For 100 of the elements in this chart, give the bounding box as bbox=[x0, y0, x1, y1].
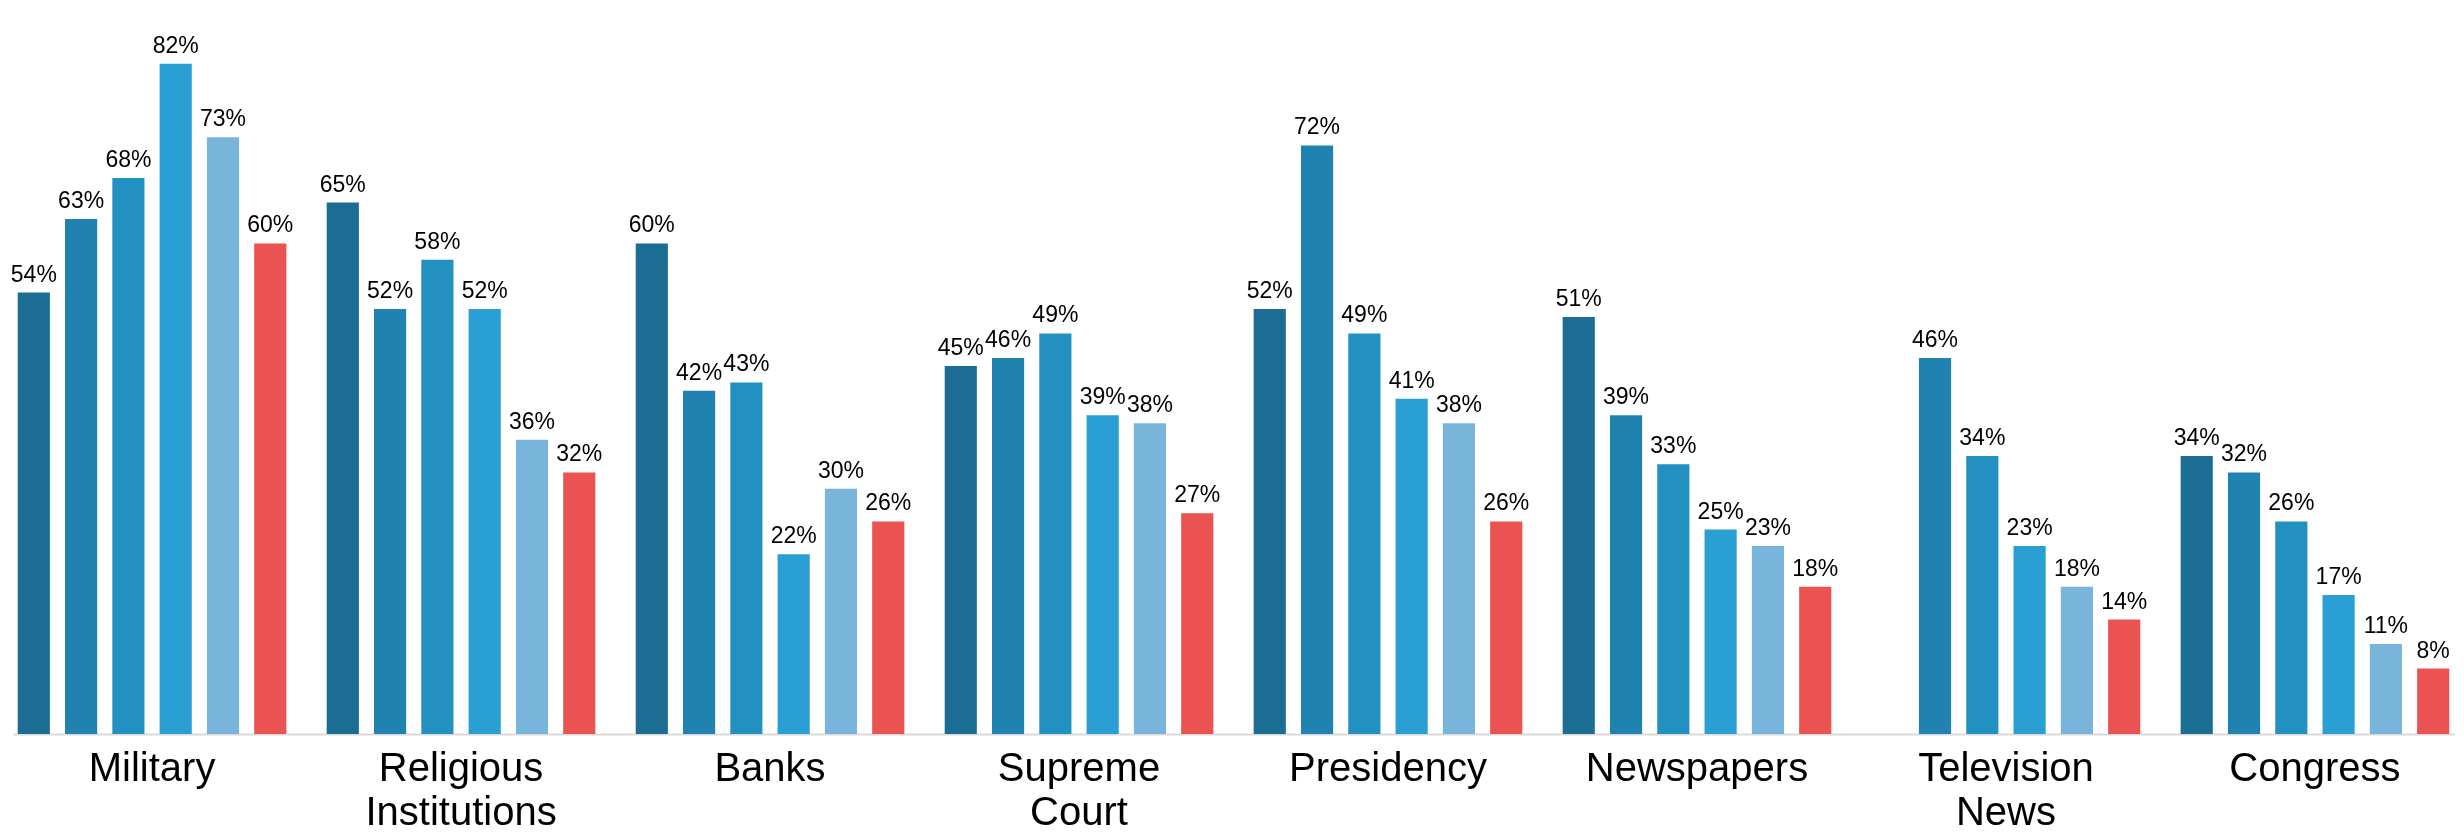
bar bbox=[1133, 423, 1167, 734]
bar bbox=[1181, 513, 1214, 734]
data-label: 18% bbox=[1792, 554, 1839, 581]
bar bbox=[2180, 456, 2213, 734]
data-label: 30% bbox=[817, 456, 864, 483]
data-label: 26% bbox=[1483, 489, 1530, 516]
data-label: 39% bbox=[1079, 383, 1126, 410]
data-label: 22% bbox=[770, 522, 817, 549]
data-label: 34% bbox=[2173, 424, 2220, 451]
bar bbox=[254, 243, 287, 734]
bar bbox=[683, 390, 716, 734]
data-label: 18% bbox=[2053, 554, 2100, 581]
bar bbox=[1966, 456, 1999, 734]
bar bbox=[2322, 595, 2355, 734]
x-tick-label: Banks bbox=[714, 744, 826, 789]
bar bbox=[1039, 333, 1072, 734]
data-label: 54% bbox=[10, 260, 57, 287]
bar bbox=[2275, 521, 2308, 734]
bar bbox=[1348, 333, 1381, 734]
data-label: 27% bbox=[1174, 481, 1221, 508]
bar bbox=[730, 382, 763, 734]
bar bbox=[1442, 423, 1476, 734]
data-label: 51% bbox=[1555, 285, 1602, 312]
data-label: 60% bbox=[628, 211, 675, 238]
x-tick-label: Television News bbox=[1918, 744, 2094, 833]
data-label: 34% bbox=[1959, 424, 2006, 451]
data-label: 72% bbox=[1294, 113, 1341, 140]
bar bbox=[374, 308, 407, 734]
bar bbox=[2060, 586, 2093, 734]
data-label: 25% bbox=[1697, 497, 1744, 524]
bar bbox=[563, 472, 596, 734]
bar bbox=[2369, 644, 2402, 734]
data-label: 45% bbox=[937, 334, 984, 361]
data-label: 36% bbox=[508, 407, 555, 434]
x-tick-label: Newspapers bbox=[1585, 744, 1809, 789]
bar bbox=[1562, 317, 1595, 734]
data-label: 58% bbox=[414, 227, 461, 254]
bar bbox=[421, 259, 454, 734]
bar bbox=[1300, 145, 1334, 734]
data-label: 46% bbox=[985, 325, 1032, 352]
data-label: 11% bbox=[2363, 612, 2409, 639]
bar bbox=[991, 357, 1025, 734]
data-label: 33% bbox=[1650, 432, 1697, 459]
bar bbox=[824, 488, 858, 734]
bar bbox=[872, 521, 905, 734]
bar bbox=[2108, 619, 2141, 734]
bar bbox=[1704, 529, 1737, 734]
bar bbox=[1395, 398, 1428, 734]
bar bbox=[1918, 357, 1952, 734]
data-label: 23% bbox=[1744, 513, 1791, 540]
x-tick-label: Presidency bbox=[1289, 744, 1487, 789]
bar bbox=[515, 439, 549, 734]
data-label: 38% bbox=[1126, 391, 1173, 418]
data-label: 65% bbox=[319, 170, 366, 197]
bar bbox=[944, 366, 977, 734]
x-tick-label: Religious Institutions bbox=[365, 744, 557, 833]
data-label: 43% bbox=[723, 350, 770, 377]
bar bbox=[1799, 586, 1832, 734]
data-label: 26% bbox=[865, 489, 912, 516]
bar bbox=[17, 292, 50, 734]
data-label: 38% bbox=[1435, 391, 1482, 418]
data-label: 26% bbox=[2268, 489, 2315, 516]
data-label: 63% bbox=[58, 186, 105, 213]
bar bbox=[326, 202, 359, 734]
bar bbox=[159, 63, 192, 734]
data-label: 73% bbox=[199, 105, 247, 132]
data-label: 8% bbox=[2416, 636, 2450, 663]
x-tick-label: Military bbox=[88, 744, 216, 789]
data-label: 32% bbox=[556, 440, 603, 467]
data-label: 82% bbox=[152, 31, 199, 58]
bar bbox=[65, 218, 98, 734]
data-label: 49% bbox=[1032, 301, 1079, 328]
bar bbox=[468, 308, 501, 734]
bar bbox=[112, 178, 145, 734]
data-label: 41% bbox=[1388, 366, 1435, 393]
data-label: 32% bbox=[2220, 440, 2268, 467]
bar bbox=[206, 137, 240, 734]
data-label: 52% bbox=[1246, 276, 1293, 303]
data-label: 23% bbox=[2006, 513, 2053, 540]
bar bbox=[2227, 472, 2261, 734]
data-label: 52% bbox=[367, 276, 414, 303]
bar bbox=[1490, 521, 1523, 734]
data-label: 49% bbox=[1341, 301, 1388, 328]
data-label: 39% bbox=[1603, 383, 1650, 410]
bar bbox=[1086, 415, 1119, 734]
bar bbox=[777, 554, 810, 734]
data-label: 46% bbox=[1912, 325, 1959, 352]
data-label: 60% bbox=[247, 211, 294, 238]
bar bbox=[1253, 308, 1286, 734]
x-tick-label: Supreme Court bbox=[997, 744, 1161, 833]
data-label: 14% bbox=[2101, 587, 2148, 614]
bar bbox=[2417, 668, 2450, 734]
data-label: 68% bbox=[105, 146, 152, 173]
data-label: 52% bbox=[461, 276, 508, 303]
bar bbox=[1657, 464, 1690, 734]
data-label: 42% bbox=[676, 358, 723, 385]
bar bbox=[1751, 545, 1784, 734]
bar bbox=[1609, 415, 1643, 734]
bar bbox=[2013, 545, 2046, 734]
data-label: 17% bbox=[2315, 563, 2362, 590]
